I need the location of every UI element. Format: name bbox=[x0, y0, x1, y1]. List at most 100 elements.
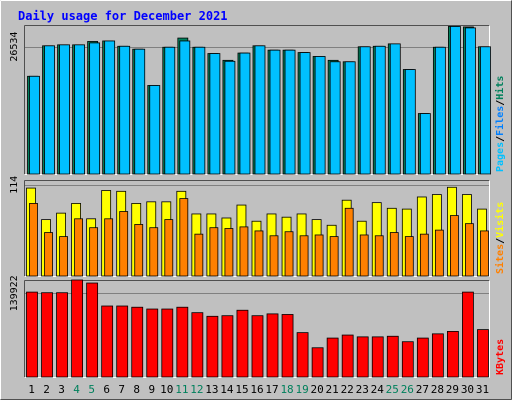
bar-kbytes bbox=[386, 335, 399, 378]
x-tick-label: 3 bbox=[58, 383, 65, 396]
x-tick-label: 2 bbox=[43, 383, 50, 396]
bar-kbytes bbox=[26, 291, 38, 378]
legend-entry: Hits bbox=[494, 76, 506, 100]
bar-kbytes bbox=[371, 336, 384, 378]
x-tick-label: 26 bbox=[401, 383, 414, 396]
x-tick-label: 1 bbox=[28, 383, 35, 396]
bar-kbytes bbox=[56, 292, 68, 378]
bar-sites bbox=[74, 218, 83, 277]
x-tick-label: 6 bbox=[103, 383, 110, 396]
x-tick-label: 16 bbox=[250, 383, 263, 396]
bar-pages bbox=[419, 113, 431, 175]
bar-pages bbox=[44, 45, 55, 175]
bar-pages bbox=[314, 56, 326, 175]
bar-sites bbox=[465, 223, 474, 277]
bar-sites bbox=[44, 232, 53, 277]
x-tick-label: 14 bbox=[220, 383, 234, 396]
bar-sites bbox=[209, 227, 219, 277]
bar-sites bbox=[104, 218, 114, 277]
bar-sites bbox=[404, 236, 414, 277]
bar-kbytes bbox=[131, 306, 144, 378]
bar-kbytes bbox=[176, 306, 189, 378]
bar-pages bbox=[209, 53, 221, 175]
bar-pages bbox=[254, 45, 266, 175]
x-tick-label: 10 bbox=[160, 383, 173, 396]
bar-pages bbox=[404, 69, 416, 175]
bar-sites bbox=[224, 228, 234, 277]
x-tick-label: 7 bbox=[118, 383, 125, 396]
x-tick-label: 18 bbox=[280, 383, 293, 396]
bar-kbytes bbox=[101, 305, 114, 378]
bar-pages bbox=[344, 61, 356, 175]
legend-entry: Files bbox=[494, 106, 506, 136]
x-tick-label: 24 bbox=[371, 383, 385, 396]
legend-visits-sites: Sites/Visits bbox=[494, 202, 506, 274]
bar-sites bbox=[329, 236, 339, 277]
y-tick-label: 139922 bbox=[9, 275, 20, 311]
bar-sites bbox=[374, 235, 384, 277]
x-tick-label: 23 bbox=[356, 383, 369, 396]
bar-sites bbox=[164, 219, 174, 277]
bar-pages bbox=[224, 60, 236, 175]
legend-entry: KBytes bbox=[495, 339, 506, 375]
bar-kbytes bbox=[416, 337, 429, 378]
x-tick-label: 27 bbox=[416, 383, 429, 396]
bar-kbytes bbox=[41, 292, 53, 378]
bar-pages bbox=[29, 75, 40, 175]
bar-kbytes bbox=[311, 347, 324, 378]
bar-pages bbox=[434, 46, 446, 175]
x-tick-label: 28 bbox=[431, 383, 444, 396]
bar-sites bbox=[119, 211, 129, 277]
bar-kbytes bbox=[236, 309, 249, 378]
bar-sites bbox=[194, 233, 204, 277]
x-tick-label: 31 bbox=[476, 383, 489, 396]
bar-pages bbox=[450, 26, 461, 175]
bar-sites bbox=[179, 198, 189, 277]
bar-kbytes bbox=[296, 332, 309, 378]
bar-pages bbox=[89, 42, 101, 175]
x-tick-label: 29 bbox=[446, 383, 459, 396]
bar-pages bbox=[465, 27, 476, 175]
bar-sites bbox=[299, 235, 309, 277]
bar-pages bbox=[359, 46, 371, 175]
bar-pages bbox=[299, 52, 311, 175]
bar-pages bbox=[284, 49, 296, 175]
bar-kbytes bbox=[146, 308, 159, 378]
bar-kbytes bbox=[401, 341, 414, 378]
y-tick-label: 114 bbox=[9, 176, 20, 194]
legend-entry: Sites bbox=[494, 244, 506, 274]
bar-kbytes bbox=[477, 329, 489, 378]
bar-sites bbox=[59, 236, 68, 277]
bar-sites bbox=[434, 229, 444, 277]
bar-pages bbox=[179, 40, 191, 175]
chart-title: Daily usage for December 2021 bbox=[18, 9, 228, 23]
bar-pages bbox=[374, 45, 386, 175]
bar-kbytes bbox=[356, 336, 369, 378]
bar-kbytes bbox=[221, 315, 234, 378]
bar-sites bbox=[254, 230, 264, 277]
bar-kbytes bbox=[281, 314, 294, 378]
x-tick-label: 19 bbox=[295, 383, 308, 396]
bar-kbytes bbox=[266, 313, 279, 378]
bar-kbytes bbox=[86, 282, 99, 378]
bar-pages bbox=[74, 44, 85, 175]
x-tick-label: 21 bbox=[326, 383, 339, 396]
bar-sites bbox=[419, 233, 429, 277]
x-tick-label: 30 bbox=[461, 383, 474, 396]
bar-sites bbox=[389, 232, 399, 277]
bar-kbytes bbox=[191, 312, 204, 378]
x-tick-label: 12 bbox=[190, 383, 203, 396]
bar-pages bbox=[149, 85, 161, 175]
bar-sites bbox=[134, 224, 144, 277]
bar-pages bbox=[59, 44, 70, 175]
legend-separator: / bbox=[495, 238, 506, 244]
bar-sites bbox=[284, 231, 294, 277]
bar-pages bbox=[389, 43, 401, 175]
x-tick-label: 5 bbox=[88, 383, 95, 396]
x-tick-label: 8 bbox=[133, 383, 140, 396]
bar-sites bbox=[149, 227, 159, 277]
x-tick-label: 22 bbox=[341, 383, 354, 396]
x-tick-label: 11 bbox=[175, 383, 188, 396]
bar-sites bbox=[359, 234, 369, 277]
